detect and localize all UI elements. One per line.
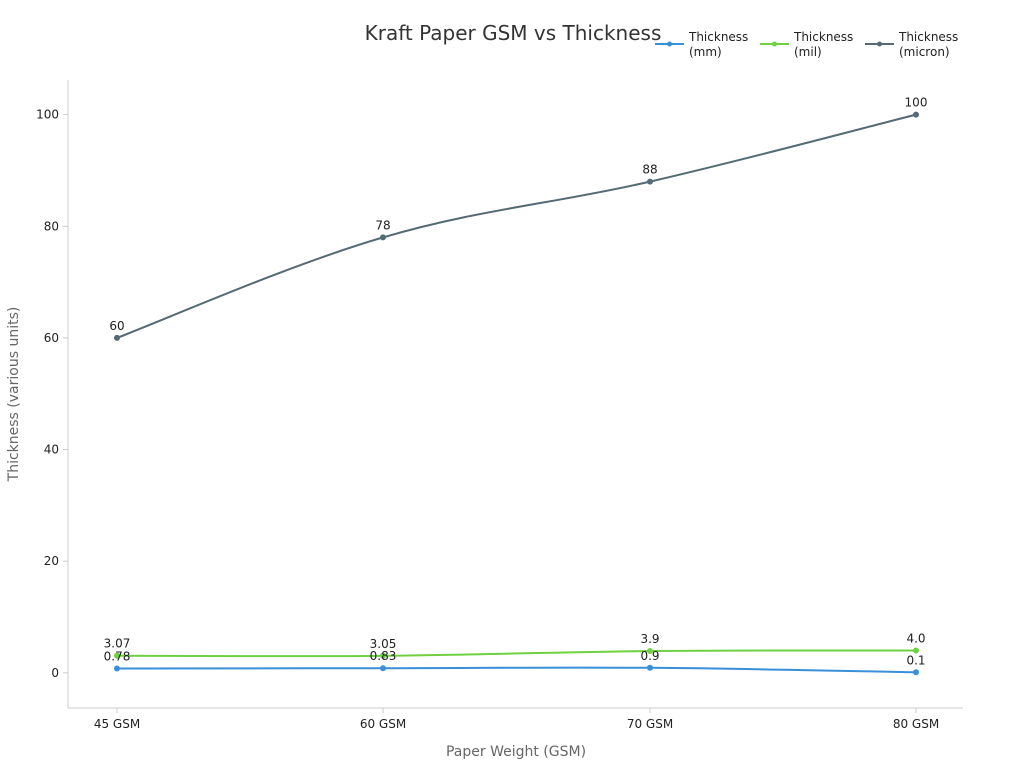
legend: Thickness (mm)Thickness (mil)Thickness (mic… bbox=[655, 30, 958, 59]
legend-swatch-marker bbox=[772, 41, 777, 47]
y-tick-label: 80 bbox=[44, 219, 59, 233]
series-line bbox=[116, 113, 917, 339]
x-tick-label: 60 GSM bbox=[360, 717, 406, 731]
y-tick-label: 40 bbox=[44, 443, 59, 457]
y-axis-title: Thickness (various units) bbox=[6, 307, 22, 483]
data-point bbox=[647, 664, 653, 671]
data-point bbox=[114, 652, 120, 659]
legend-swatch-marker bbox=[877, 41, 882, 47]
series-lines bbox=[116, 113, 917, 674]
legend-label-line: Thickness bbox=[793, 30, 853, 44]
data-label: 0.78 bbox=[104, 649, 131, 663]
series-line bbox=[116, 649, 917, 658]
data-label: 0.9 bbox=[640, 649, 659, 663]
y-tick-label: 0 bbox=[51, 666, 59, 680]
data-point bbox=[380, 652, 386, 659]
data-point bbox=[913, 669, 919, 676]
series-line bbox=[116, 666, 917, 674]
legend-label-line: (micron) bbox=[899, 45, 950, 59]
data-point bbox=[647, 648, 653, 655]
legend-label: Thickness (mm) bbox=[688, 30, 748, 59]
legend-label: Thickness (mil) bbox=[793, 30, 853, 59]
chart-title: Kraft Paper GSM vs Thickness bbox=[365, 21, 662, 45]
data-point bbox=[913, 111, 919, 118]
y-tick-label: 60 bbox=[44, 331, 59, 345]
x-tick-label: 80 GSM bbox=[893, 717, 939, 731]
x-axis-title: Paper Weight (GSM) bbox=[446, 744, 586, 760]
data-point bbox=[114, 334, 120, 341]
legend-label-line: Thickness bbox=[688, 30, 748, 44]
legend-label: Thickness (micron) bbox=[898, 30, 958, 59]
series-points bbox=[114, 111, 919, 676]
data-label: 3.9 bbox=[640, 632, 659, 646]
data-label: 3.07 bbox=[104, 637, 131, 651]
x-tick-label: 70 GSM bbox=[627, 717, 673, 731]
data-labels: 0.78 0.83 0.9 0.1 3.07 3.05 3.9 4.0 60 78 88 100 bbox=[104, 96, 928, 668]
legend-label-line: (mil) bbox=[794, 45, 822, 59]
data-label: 100 bbox=[905, 96, 928, 110]
x-tick-label: 45 GSM bbox=[94, 717, 140, 731]
data-label: 0.1 bbox=[906, 653, 925, 667]
legend-swatch-marker bbox=[667, 41, 672, 47]
y-tick-label: 20 bbox=[44, 554, 59, 568]
y-tick-label: 100 bbox=[36, 108, 59, 122]
legend-label-line: Thickness bbox=[898, 30, 958, 44]
data-point bbox=[913, 647, 919, 654]
data-label: 0.83 bbox=[370, 649, 397, 663]
data-label: 78 bbox=[375, 218, 390, 232]
data-label: 4.0 bbox=[906, 632, 925, 646]
data-label: 88 bbox=[642, 163, 657, 177]
data-point bbox=[380, 665, 386, 672]
x-axis-ticks: 45 GSM 60 GSM 70 GSM 80 GSM bbox=[94, 708, 939, 731]
data-point bbox=[380, 234, 386, 241]
legend-label-line: (mm) bbox=[689, 45, 722, 59]
data-label: 3.05 bbox=[370, 637, 397, 651]
data-point bbox=[114, 665, 120, 672]
data-point bbox=[647, 178, 653, 185]
y-axis-ticks: 0 20 40 60 80 100 bbox=[36, 108, 68, 680]
data-label: 60 bbox=[109, 319, 124, 333]
